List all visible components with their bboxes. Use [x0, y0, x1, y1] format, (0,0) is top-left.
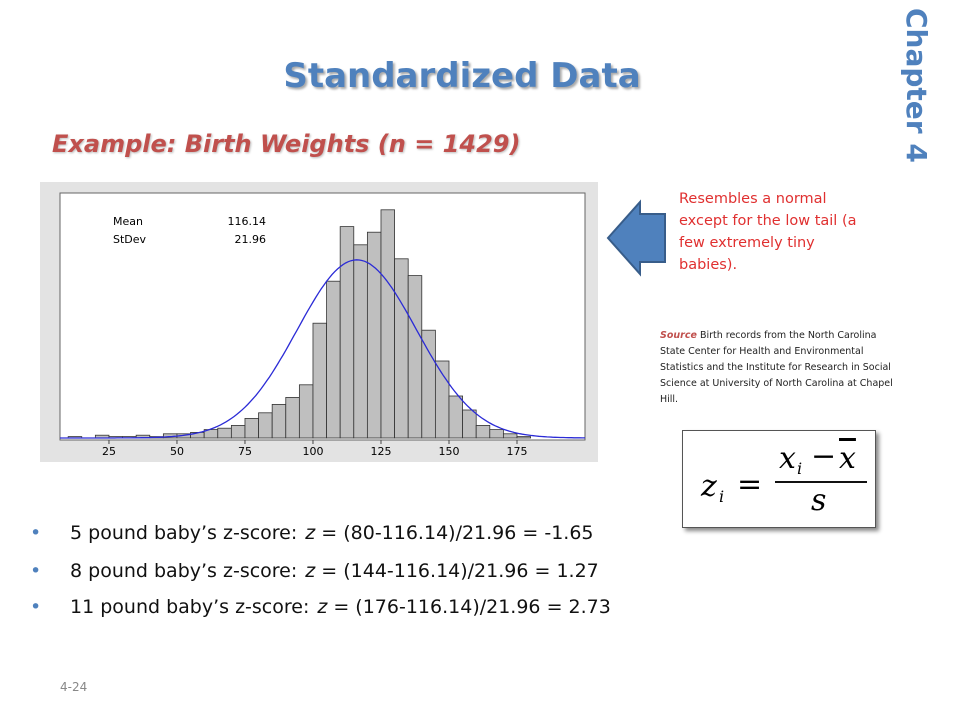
bar	[462, 409, 477, 439]
stat-label: StDev	[113, 233, 147, 246]
bar	[285, 396, 300, 439]
formula-num-sub: i	[797, 459, 803, 478]
bar	[502, 433, 518, 439]
bar	[230, 424, 246, 439]
formula-eq: =	[737, 467, 763, 502]
bar	[271, 403, 287, 439]
bullet-prefix: 5 pound baby’s z-score:	[70, 522, 298, 544]
bar	[489, 429, 504, 439]
bullet: • 5 pound baby’s z-score: z = (80-116.14)/2…	[30, 522, 594, 544]
x-tick-label: 50	[170, 445, 184, 458]
x-tick-label: 100	[302, 445, 323, 458]
bar	[394, 258, 409, 439]
footer: 4-24	[60, 680, 88, 694]
slide-title: Standardized Data	[283, 56, 641, 96]
note: Resembles a normal except for the low ta…	[679, 191, 857, 273]
bullet-dot: •	[30, 596, 42, 618]
bar	[353, 244, 368, 439]
bar	[244, 417, 259, 439]
bar	[516, 436, 531, 439]
bar	[380, 209, 395, 439]
x-tick-label: 75	[238, 445, 252, 458]
source-label: Source	[660, 330, 697, 341]
bar	[312, 322, 327, 439]
formula: z i = x i − x s	[682, 430, 876, 528]
bar	[448, 395, 463, 439]
bullet: • 8 pound baby’s z-score: z = (144-116.14)/…	[30, 560, 599, 582]
fraction-bar	[775, 481, 867, 483]
bar	[217, 427, 232, 439]
bar	[258, 412, 273, 439]
arrow	[606, 199, 666, 277]
source-text: Birth records from the North Carolina St…	[660, 330, 893, 405]
stat-value: 116.14	[228, 215, 267, 228]
bullet-expr: = (144-116.14)/21.96 = 1.27	[321, 560, 599, 582]
x-tick-label: 25	[102, 445, 116, 458]
formula-xbar: x	[839, 441, 856, 476]
bar	[339, 226, 355, 439]
bullet-dot: •	[30, 522, 42, 544]
bar	[326, 280, 341, 439]
bullet-prefix: 11 pound baby’s z-score:	[70, 596, 310, 618]
bar	[434, 360, 450, 439]
bar	[421, 329, 436, 439]
x-tick-label: 125	[370, 445, 391, 458]
bullet-expr: = (176-116.14)/21.96 = 2.73	[333, 596, 611, 618]
bullet-dot: •	[30, 560, 42, 582]
bullet-expr: = (80-116.14)/21.96 = -1.65	[321, 522, 594, 544]
stat-value: 21.96	[235, 233, 267, 246]
bar	[475, 424, 491, 439]
stat-label: Mean	[113, 215, 143, 228]
source-note: Source Birth records from the North Caro…	[660, 328, 900, 408]
bullet: • 11 pound baby’s z-score: z = (176-116.14)…	[30, 596, 611, 618]
formula-lhs-sub: i	[719, 487, 725, 506]
bullet-var: z	[317, 596, 328, 618]
bullet-prefix: 8 pound baby’s z-score:	[70, 560, 298, 582]
x-tick-label: 150	[438, 445, 459, 458]
fit-curve	[60, 259, 585, 439]
formula-minus: −	[811, 439, 837, 474]
bullet-var: z	[305, 522, 316, 544]
subtitle: Example: Birth Weights (n = 1429)	[52, 130, 521, 158]
bar	[298, 384, 314, 439]
formula-lhs: z	[701, 469, 717, 504]
x-tick-label: 175	[506, 445, 527, 458]
bullet-var: z	[305, 560, 316, 582]
bar	[407, 275, 423, 439]
formula-den: s	[811, 483, 827, 518]
formula-num: x	[779, 441, 796, 476]
